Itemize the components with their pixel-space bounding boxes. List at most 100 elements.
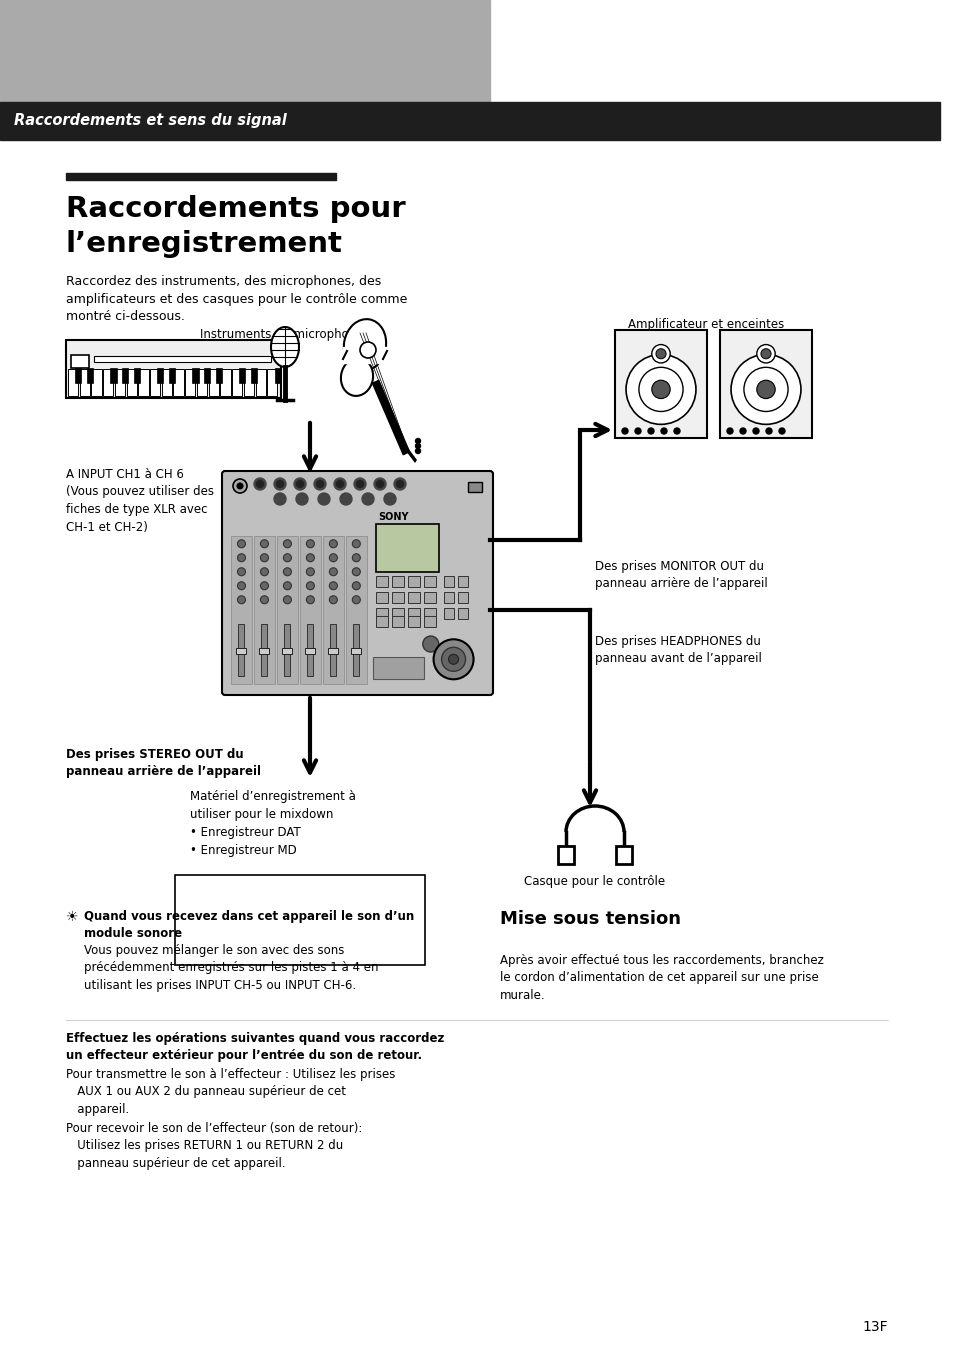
Circle shape [760, 349, 770, 359]
Circle shape [260, 596, 268, 604]
Text: Raccordez des instruments, des microphones, des
amplificateurs et des casques po: Raccordez des instruments, des microphon… [66, 276, 407, 323]
Text: ☀: ☀ [66, 911, 78, 924]
Circle shape [306, 540, 314, 547]
Circle shape [376, 481, 383, 488]
Circle shape [316, 481, 323, 488]
Circle shape [283, 582, 291, 590]
Text: l’enregistrement: l’enregistrement [66, 230, 342, 258]
Circle shape [673, 428, 679, 434]
Text: SONY: SONY [377, 512, 408, 521]
Bar [392, 608, 404, 619]
Text: Pour recevoir le son de l’effecteur (son de retour):
   Utilisez les prises RETU: Pour recevoir le son de l’effecteur (son… [66, 1121, 362, 1170]
Bar [127, 369, 136, 396]
Circle shape [233, 480, 247, 493]
Bar [244, 369, 253, 396]
Circle shape [656, 349, 665, 359]
Bar [444, 592, 454, 604]
Circle shape [651, 380, 670, 399]
Bar [424, 608, 436, 619]
Bar [307, 624, 313, 676]
Circle shape [236, 484, 243, 489]
Circle shape [743, 367, 787, 412]
Text: Raccordements pour: Raccordements pour [66, 195, 405, 223]
Bar [424, 592, 436, 604]
Text: Quand vous recevez dans cet appareil le son d’un
module sonore: Quand vous recevez dans cet appareil le … [84, 911, 414, 940]
Circle shape [354, 478, 366, 490]
Circle shape [237, 596, 245, 604]
Circle shape [352, 582, 360, 590]
Bar [87, 367, 93, 384]
Circle shape [283, 567, 291, 576]
Circle shape [416, 439, 420, 443]
Circle shape [433, 639, 473, 680]
Bar [346, 536, 366, 684]
Bar [150, 369, 160, 396]
Ellipse shape [343, 319, 386, 372]
Text: Effectuez les opérations suivantes quand vous raccordez
un effecteur extérieur p: Effectuez les opérations suivantes quand… [66, 1032, 444, 1062]
Bar [322, 536, 343, 684]
Bar [238, 624, 244, 676]
Circle shape [752, 428, 759, 434]
Bar [330, 624, 336, 676]
Text: Des prises STEREO OUT du
panneau arrière de l’appareil: Des prises STEREO OUT du panneau arrière… [66, 748, 261, 778]
Circle shape [294, 478, 306, 490]
Circle shape [352, 596, 360, 604]
Bar [408, 608, 419, 619]
Circle shape [336, 481, 343, 488]
Bar [457, 577, 468, 588]
Bar [284, 624, 290, 676]
Text: Mise sous tension: Mise sous tension [499, 911, 680, 928]
Circle shape [237, 582, 245, 590]
Bar [174, 875, 424, 965]
Text: 13F: 13F [862, 1320, 887, 1333]
Bar [193, 367, 198, 384]
Circle shape [314, 478, 326, 490]
Circle shape [253, 478, 266, 490]
Circle shape [352, 554, 360, 562]
Bar [408, 616, 419, 627]
Bar [424, 577, 436, 588]
Bar [259, 647, 269, 654]
Circle shape [394, 478, 406, 490]
Circle shape [765, 428, 771, 434]
Circle shape [306, 567, 314, 576]
Circle shape [237, 554, 245, 562]
Circle shape [295, 493, 308, 505]
Bar [616, 846, 631, 865]
Bar [392, 616, 404, 627]
Bar [0, 101, 939, 141]
Circle shape [441, 647, 465, 671]
Bar [138, 369, 149, 396]
Bar [299, 536, 320, 684]
Circle shape [422, 636, 438, 653]
Bar [91, 369, 102, 396]
Ellipse shape [271, 327, 298, 367]
Bar [392, 577, 404, 588]
Bar [232, 369, 242, 396]
Circle shape [334, 478, 346, 490]
Circle shape [260, 554, 268, 562]
Circle shape [306, 596, 314, 604]
Circle shape [283, 596, 291, 604]
Circle shape [329, 540, 337, 547]
Bar [276, 536, 297, 684]
Bar [261, 624, 267, 676]
Circle shape [635, 428, 640, 434]
Bar [231, 536, 252, 684]
Bar [305, 647, 315, 654]
Bar [114, 369, 125, 396]
Bar [220, 369, 231, 396]
Bar [720, 330, 811, 438]
Circle shape [306, 582, 314, 590]
Circle shape [260, 540, 268, 547]
Bar [251, 367, 257, 384]
Text: Raccordements et sens du signal: Raccordements et sens du signal [14, 113, 287, 128]
Circle shape [416, 449, 420, 454]
Bar [75, 367, 81, 384]
Bar [66, 173, 335, 180]
Bar [373, 657, 424, 680]
Bar [204, 367, 210, 384]
Bar [375, 592, 388, 604]
Bar [173, 369, 184, 396]
Text: A INPUT CH1 à CH 6
(Vous pouvez utiliser des
fiches de type XLR avec
CH-1 et CH-: A INPUT CH1 à CH 6 (Vous pouvez utiliser… [66, 467, 213, 534]
